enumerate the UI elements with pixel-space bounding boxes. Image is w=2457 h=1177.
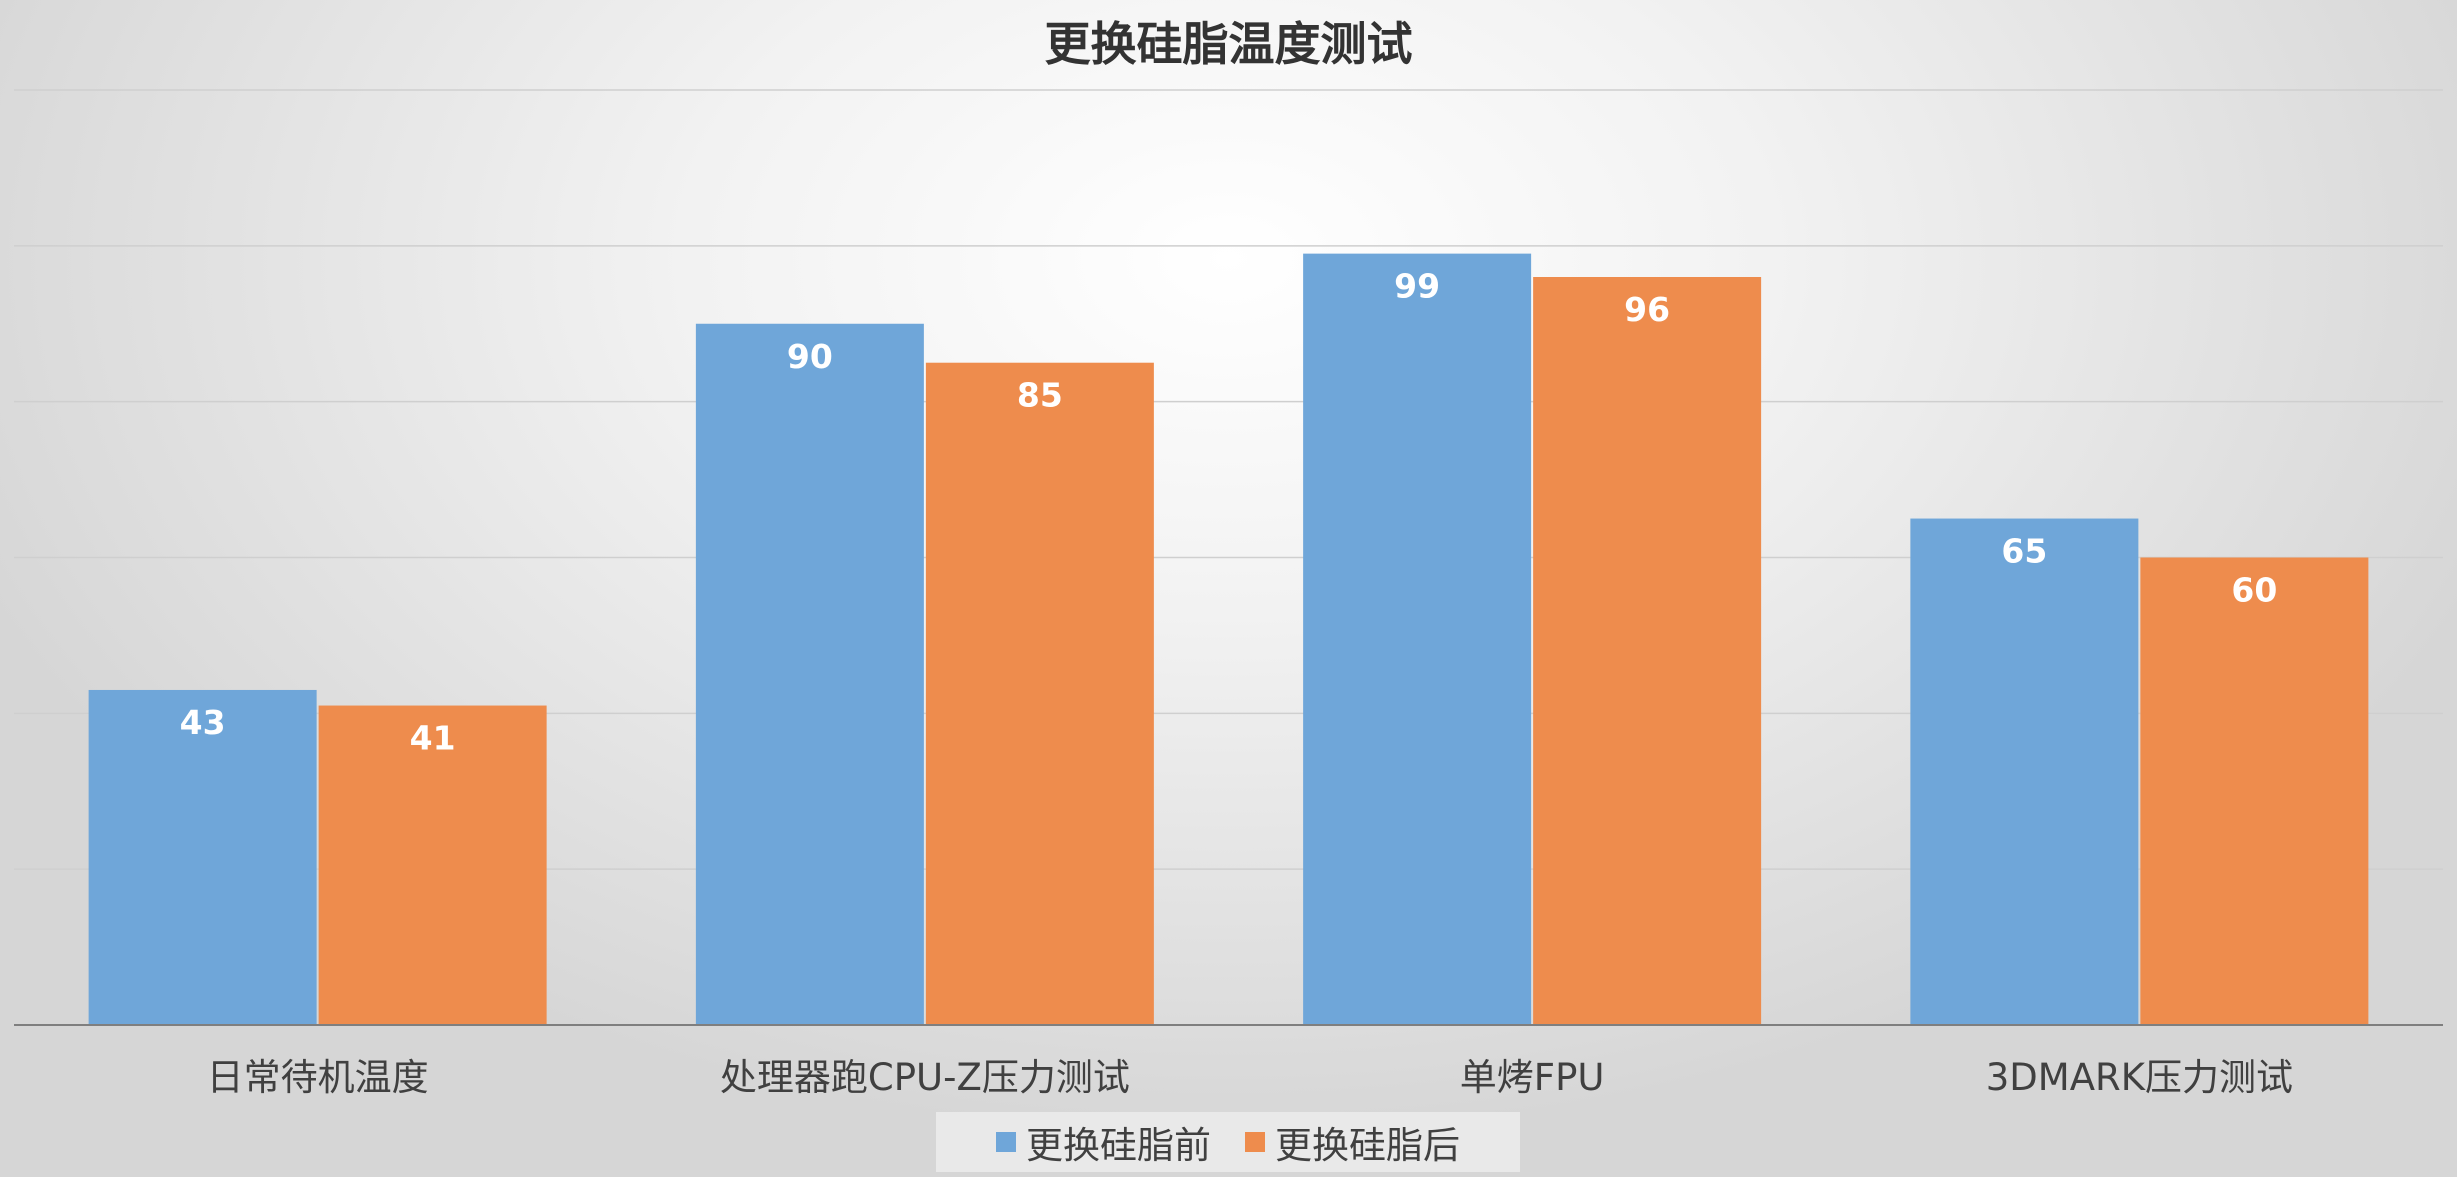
data-label: 99: [1394, 267, 1440, 306]
bar-before: [88, 689, 317, 1025]
data-labels: 43 41 90 85 99 96 65 60: [180, 267, 2278, 758]
legend-item-before: 更换硅脂前: [996, 1115, 1211, 1169]
x-axis-tick-labels: 日常待机温度 处理器跑CPU-Z压力测试 单烤FPU 3DMARK压力测试: [207, 1056, 2293, 1099]
legend-swatch-before: [996, 1132, 1016, 1152]
data-label: 96: [1624, 290, 1670, 329]
bar-after: [1533, 277, 1762, 1025]
bars: [88, 253, 2369, 1025]
data-label: 41: [410, 719, 456, 758]
legend-swatch-after: [1245, 1132, 1265, 1152]
legend-label-after: 更换硅脂后: [1275, 1124, 1460, 1167]
data-label: 43: [180, 703, 226, 742]
bar-after: [318, 705, 547, 1025]
x-tick-label: 单烤FPU: [1460, 1056, 1605, 1099]
legend-item-after: 更换硅脂后: [1245, 1115, 1460, 1169]
bar-before: [695, 323, 924, 1025]
legend: 更换硅脂前 更换硅脂后: [936, 1112, 1520, 1172]
x-tick-label: 3DMARK压力测试: [1986, 1056, 2293, 1099]
bar-before: [1910, 518, 2139, 1025]
bar-after: [2140, 557, 2369, 1025]
data-label: 85: [1017, 376, 1063, 415]
data-label: 60: [2231, 571, 2277, 610]
bar-before: [1303, 253, 1532, 1025]
chart-title: 更换硅脂温度测试: [1044, 17, 1413, 71]
data-label: 65: [2001, 532, 2047, 571]
x-tick-label: 处理器跑CPU-Z压力测试: [720, 1056, 1130, 1099]
x-tick-label: 日常待机温度: [207, 1056, 429, 1099]
legend-label-before: 更换硅脂前: [1026, 1124, 1211, 1167]
data-label: 90: [787, 337, 833, 376]
bar-after: [925, 362, 1154, 1025]
